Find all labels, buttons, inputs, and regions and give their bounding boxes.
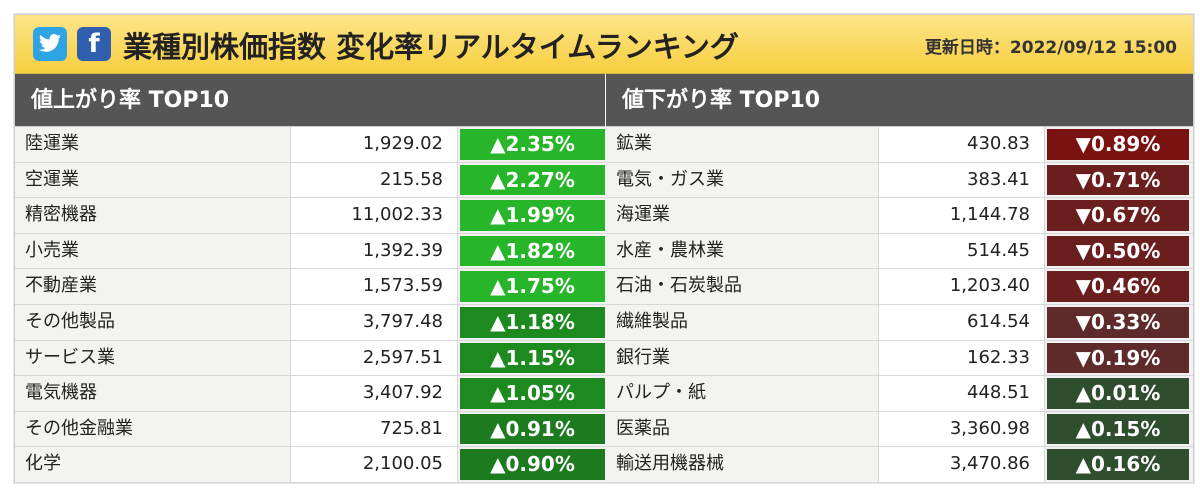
losers-row[interactable]: 繊維製品 614.54 ▼0.33% (606, 304, 1193, 341)
sector-name: その他製品 (15, 304, 291, 340)
losers-row[interactable]: 電気・ガス業 383.41 ▼0.71% (606, 162, 1193, 199)
index-value: 3,797.48 (291, 304, 458, 340)
change-badge: ▼0.46% (1047, 271, 1189, 302)
sector-name: 精密機器 (15, 198, 291, 233)
change-badge: ▲0.15% (1047, 413, 1189, 445)
change-badge: ▲0.90% (460, 449, 605, 480)
change-badge: ▲1.18% (460, 306, 605, 338)
gainers-row[interactable]: 小売業 1,392.39 ▲1.82% (15, 233, 605, 270)
sector-name: 医薬品 (606, 411, 879, 447)
index-value: 215.58 (291, 162, 458, 198)
losers-row[interactable]: 海運業 1,144.78 ▼0.67% (606, 198, 1193, 234)
index-value: 2,597.51 (291, 340, 458, 376)
index-value: 1,573.59 (291, 269, 458, 304)
gainers-row[interactable]: 陸運業 1,929.02 ▲2.35% (15, 127, 605, 163)
sector-name: 不動産業 (15, 269, 291, 304)
index-value: 514.45 (879, 233, 1045, 269)
twitter-bird-icon (39, 34, 61, 52)
index-value: 162.33 (879, 340, 1045, 376)
sector-name: その他金融業 (15, 411, 291, 447)
change-badge: ▲0.16% (1047, 449, 1189, 480)
update-timestamp: 更新日時：2022/09/12 15:00 (924, 38, 1177, 58)
losers-row[interactable]: 石油・石炭製品 1,203.40 ▼0.46% (606, 269, 1193, 305)
index-value: 430.83 (879, 127, 1045, 162)
losers-row[interactable]: パルプ・紙 448.51 ▲0.01% (606, 376, 1193, 412)
index-value: 3,360.98 (879, 411, 1045, 447)
twitter-share-button[interactable]: t (33, 27, 67, 61)
change-badge: ▲2.27% (460, 164, 605, 196)
gainers-row[interactable]: その他金融業 725.81 ▲0.91% (15, 411, 605, 448)
index-value: 1,144.78 (879, 198, 1045, 233)
sector-name: 鉱業 (606, 127, 879, 162)
change-badge: ▼0.89% (1047, 129, 1189, 160)
change-badge: ▼0.33% (1047, 306, 1189, 338)
gainers-row[interactable]: その他製品 3,797.48 ▲1.18% (15, 304, 605, 341)
sector-name: パルプ・紙 (606, 376, 879, 411)
gainers-panel: 値上がり率 TOP10 陸運業 1,929.02 ▲2.35% 空運業 215.58 ▲… (15, 74, 605, 483)
change-badge: ▲0.91% (460, 413, 605, 445)
sector-name: 空運業 (15, 162, 291, 198)
index-value: 3,470.86 (879, 447, 1045, 482)
change-badge: ▼0.67% (1047, 200, 1189, 231)
index-value: 383.41 (879, 162, 1045, 198)
sector-name: 石油・石炭製品 (606, 269, 879, 304)
index-value: 448.51 (879, 376, 1045, 411)
sector-name: 輸送用機器械 (606, 447, 879, 482)
change-badge: ▼0.19% (1047, 342, 1189, 374)
sector-name: 海運業 (606, 198, 879, 233)
sector-name: サービス業 (15, 340, 291, 376)
index-value: 614.54 (879, 304, 1045, 340)
gainers-list: 陸運業 1,929.02 ▲2.35% 空運業 215.58 ▲2.27% 精密機器 11… (15, 127, 605, 483)
change-badge: ▲2.35% (460, 129, 605, 160)
change-badge: ▲0.01% (1047, 378, 1189, 409)
losers-heading: 値下がり率 TOP10 (606, 74, 1193, 127)
index-value: 2,100.05 (291, 447, 458, 482)
title-bar: t f 業種別株価指数 変化率リアルタイムランキング 更新日時：2022/09/… (15, 15, 1193, 74)
change-badge: ▲1.99% (460, 200, 605, 231)
gainers-heading: 値上がり率 TOP10 (15, 74, 605, 127)
sector-name: 電気・ガス業 (606, 162, 879, 198)
change-badge: ▼0.50% (1047, 235, 1189, 267)
sector-name: 小売業 (15, 233, 291, 269)
gainers-row[interactable]: 電気機器 3,407.92 ▲1.05% (15, 376, 605, 412)
losers-list: 鉱業 430.83 ▼0.89% 電気・ガス業 383.41 ▼0.71% 海運業 1,1… (606, 127, 1193, 483)
losers-row[interactable]: 鉱業 430.83 ▼0.89% (606, 127, 1193, 163)
gainers-row[interactable]: 不動産業 1,573.59 ▲1.75% (15, 269, 605, 305)
gainers-row[interactable]: 化学 2,100.05 ▲0.90% (15, 447, 605, 483)
index-value: 11,002.33 (291, 198, 458, 233)
sector-name: 銀行業 (606, 340, 879, 376)
change-badge: ▲1.82% (460, 235, 605, 267)
losers-row[interactable]: 銀行業 162.33 ▼0.19% (606, 340, 1193, 377)
facebook-share-button[interactable]: f (77, 27, 111, 61)
index-value: 725.81 (291, 411, 458, 447)
index-value: 1,392.39 (291, 233, 458, 269)
losers-row[interactable]: 輸送用機器械 3,470.86 ▲0.16% (606, 447, 1193, 483)
gainers-row[interactable]: サービス業 2,597.51 ▲1.15% (15, 340, 605, 377)
losers-row[interactable]: 水産・農林業 514.45 ▼0.50% (606, 233, 1193, 270)
page-title: 業種別株価指数 変化率リアルタイムランキング (123, 30, 739, 64)
sector-name: 化学 (15, 447, 291, 482)
losers-row[interactable]: 医薬品 3,360.98 ▲0.15% (606, 411, 1193, 448)
index-value: 1,203.40 (879, 269, 1045, 304)
sector-name: 繊維製品 (606, 304, 879, 340)
ranking-widget: t f 業種別株価指数 変化率リアルタイムランキング 更新日時：2022/09/… (14, 14, 1194, 483)
facebook-icon: f (88, 29, 100, 59)
change-badge: ▲1.15% (460, 342, 605, 374)
change-badge: ▲1.75% (460, 271, 605, 302)
sector-name: 水産・農林業 (606, 233, 879, 269)
sector-name: 電気機器 (15, 376, 291, 411)
sector-name: 陸運業 (15, 127, 291, 162)
losers-panel: 値下がり率 TOP10 鉱業 430.83 ▼0.89% 電気・ガス業 383.41 ▼… (606, 74, 1193, 483)
change-badge: ▼0.71% (1047, 164, 1189, 196)
index-value: 3,407.92 (291, 376, 458, 411)
index-value: 1,929.02 (291, 127, 458, 162)
gainers-row[interactable]: 精密機器 11,002.33 ▲1.99% (15, 198, 605, 234)
change-badge: ▲1.05% (460, 378, 605, 409)
gainers-row[interactable]: 空運業 215.58 ▲2.27% (15, 162, 605, 199)
